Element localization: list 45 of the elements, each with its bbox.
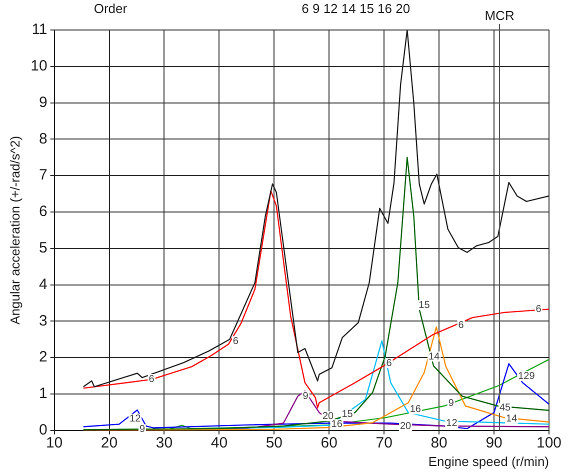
- x-tick-label: 100: [536, 434, 562, 452]
- y-axis-title: Angular acceleration (+/-rad/s^2): [7, 136, 22, 324]
- annotation: 6: [386, 358, 392, 369]
- y-tick-label: 3: [38, 312, 48, 330]
- x-tick-label: 80: [430, 434, 448, 452]
- y-tick-label: 10: [30, 58, 48, 75]
- annotation: 6: [458, 320, 464, 331]
- annotation: 6: [148, 374, 155, 385]
- annotation: 12: [446, 418, 458, 429]
- x-tick-label: 70: [376, 434, 392, 452]
- x-tick-label: 20: [100, 434, 118, 452]
- x-tick-label: 60: [320, 434, 338, 452]
- x-tick-label: 50: [266, 434, 282, 452]
- y-tick-label: 2: [38, 348, 48, 366]
- y-tick-label: 7: [38, 166, 48, 184]
- annotation: 16: [410, 404, 422, 416]
- annotation: 15: [342, 409, 354, 420]
- annotation: 15: [418, 300, 430, 311]
- annotation: 6: [536, 304, 542, 315]
- y-tick-label: 5: [38, 240, 48, 257]
- annotation: 14: [428, 351, 440, 362]
- x-axis-title: Engine speed (r/min): [428, 454, 549, 469]
- y-tick-label: 1: [38, 385, 48, 402]
- annotation: 9: [139, 424, 146, 436]
- annotation: 12: [130, 414, 142, 424]
- annotation: 14: [506, 414, 518, 424]
- annotation: 129: [518, 370, 536, 382]
- x-tick-label: 40: [210, 434, 228, 452]
- ref-line-label: MCR: [484, 8, 514, 24]
- text: 6 9 12 14 15 16 20: [302, 1, 410, 16]
- y-tick-label: 6: [38, 203, 48, 220]
- x-tick-label: 30: [156, 434, 173, 452]
- annotation: 20: [400, 420, 412, 432]
- annotation: 9: [302, 390, 309, 402]
- text: Order: [94, 1, 128, 16]
- annotation: 6: [232, 336, 239, 347]
- y-tick-label: 8: [38, 130, 48, 148]
- y-tick-label: 11: [32, 21, 48, 38]
- y-tick-label: 4: [38, 276, 48, 293]
- y-tick-label: 9: [38, 94, 48, 111]
- annotation: 45: [499, 402, 512, 414]
- x-tick-label: 90: [486, 434, 502, 452]
- annotation: 9: [448, 398, 454, 410]
- annotation: 16: [331, 418, 343, 430]
- y-tick-label: 0: [38, 422, 48, 439]
